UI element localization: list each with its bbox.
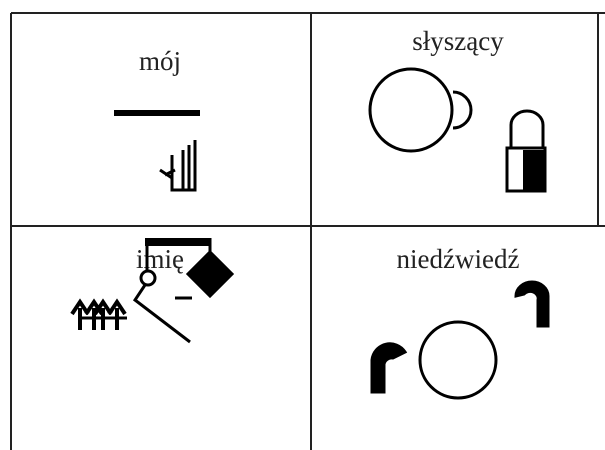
sign-icon xyxy=(114,110,200,192)
sign-icon xyxy=(368,67,547,193)
sign-icon xyxy=(370,280,550,400)
cell-label: słyszący xyxy=(412,26,504,56)
cell-label: imię xyxy=(136,244,184,274)
cell-label: mój xyxy=(139,46,181,76)
cell-label: niedźwiedź xyxy=(397,244,520,274)
table-grid xyxy=(10,12,605,450)
sign-icon xyxy=(70,238,235,344)
